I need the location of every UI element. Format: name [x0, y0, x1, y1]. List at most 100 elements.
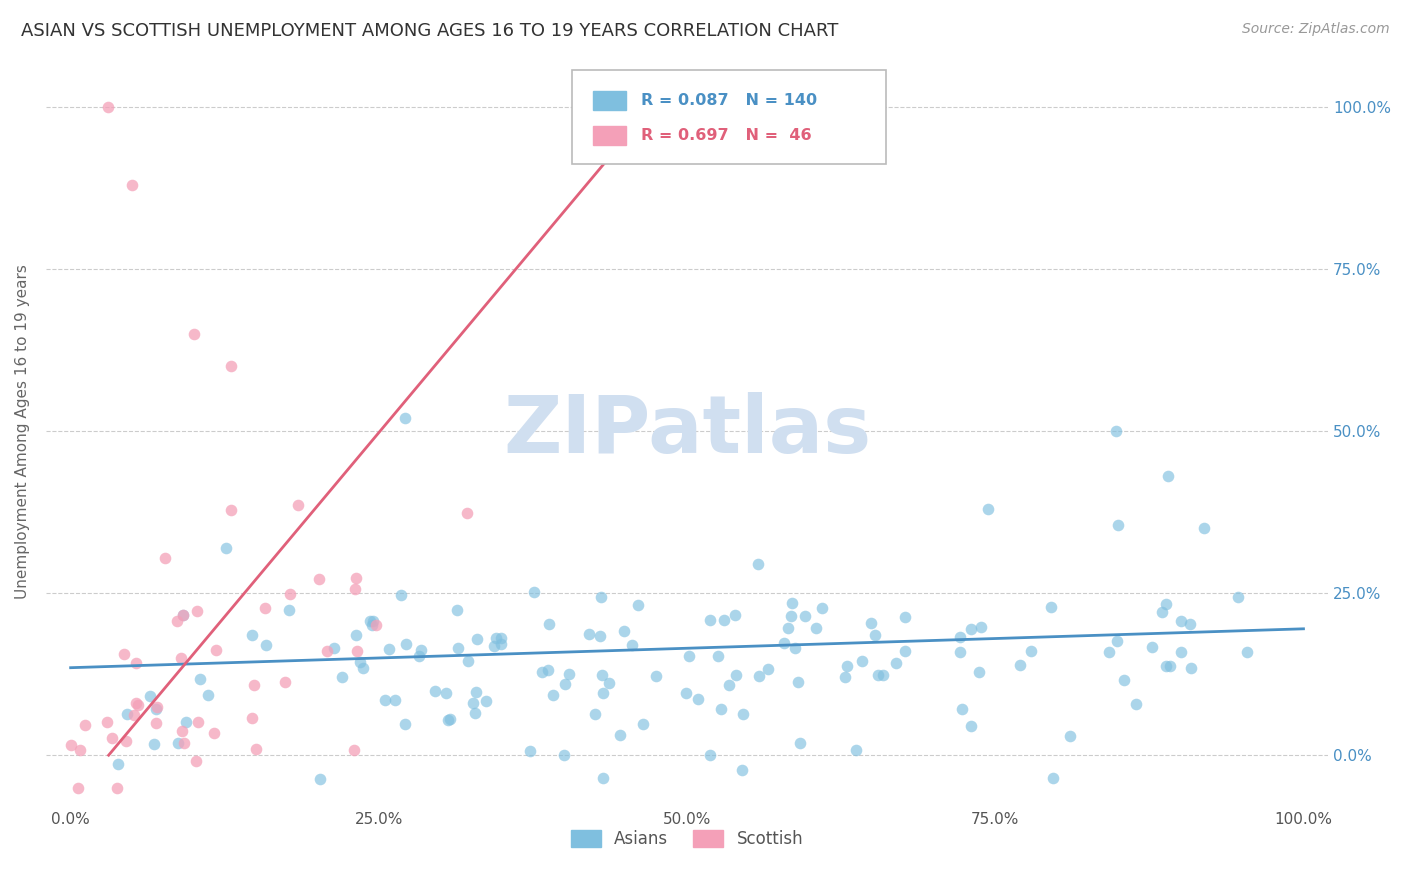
Point: [346, 644, 368, 658]
Point: [578, 627, 600, 641]
Point: [1178, 616, 1201, 631]
Point: [186, 754, 208, 768]
Point: [461, 697, 484, 711]
Point: [107, 757, 129, 772]
Point: [1019, 644, 1042, 658]
Point: [197, 688, 219, 702]
Point: [287, 499, 309, 513]
Point: [1059, 729, 1081, 743]
Point: [645, 669, 668, 683]
Text: Source: ZipAtlas.com: Source: ZipAtlas.com: [1241, 22, 1389, 37]
FancyBboxPatch shape: [572, 70, 886, 164]
Point: [960, 719, 983, 733]
Point: [785, 641, 807, 656]
Point: [219, 502, 242, 516]
Point: [553, 748, 575, 763]
Legend: Asians, Scottish: Asians, Scottish: [564, 823, 810, 855]
Point: [423, 684, 446, 698]
Point: [408, 648, 430, 663]
Point: [166, 615, 188, 629]
Point: [592, 771, 614, 785]
Point: [786, 675, 808, 690]
Point: [724, 607, 747, 622]
Point: [522, 584, 544, 599]
Point: [101, 731, 124, 746]
Point: [202, 725, 225, 739]
Point: [1152, 605, 1174, 619]
Point: [1226, 590, 1249, 604]
Point: [115, 706, 138, 721]
Point: [1042, 772, 1064, 786]
Point: [364, 617, 387, 632]
Point: [558, 667, 581, 681]
Point: [274, 675, 297, 690]
Point: [949, 630, 972, 644]
Point: [592, 686, 614, 700]
Point: [240, 710, 263, 724]
Point: [485, 631, 508, 645]
Point: [60, 738, 83, 752]
Point: [69, 743, 91, 757]
Text: ASIAN VS SCOTTISH UNEMPLOYMENT AMONG AGES 16 TO 19 YEARS CORRELATION CHART: ASIAN VS SCOTTISH UNEMPLOYMENT AMONG AGE…: [21, 22, 838, 40]
Point: [489, 631, 512, 645]
Point: [519, 744, 541, 758]
Point: [394, 637, 416, 651]
Point: [804, 621, 827, 635]
Point: [186, 604, 208, 618]
Point: [1105, 634, 1128, 648]
Point: [713, 613, 735, 627]
Point: [205, 642, 228, 657]
Point: [67, 780, 90, 795]
Point: [1236, 645, 1258, 659]
Point: [114, 733, 136, 747]
Y-axis label: Unemployment Among Ages 16 to 19 years: Unemployment Among Ages 16 to 19 years: [15, 264, 30, 599]
Text: R = 0.697   N =  46: R = 0.697 N = 46: [641, 128, 811, 143]
Point: [378, 642, 401, 657]
Point: [352, 661, 374, 675]
Point: [172, 608, 194, 623]
Point: [439, 712, 461, 726]
Point: [143, 737, 166, 751]
Point: [146, 699, 169, 714]
Point: [457, 654, 479, 668]
Point: [374, 692, 396, 706]
Point: [360, 618, 382, 632]
Point: [699, 748, 721, 763]
Point: [73, 717, 96, 731]
Point: [465, 632, 488, 647]
Point: [731, 707, 754, 722]
Point: [323, 640, 346, 655]
Point: [950, 702, 973, 716]
Point: [948, 645, 970, 659]
Point: [1170, 645, 1192, 659]
Point: [884, 656, 907, 670]
Point: [446, 603, 468, 617]
Point: [1125, 698, 1147, 712]
Point: [1040, 599, 1063, 614]
Text: R = 0.087   N = 140: R = 0.087 N = 140: [641, 93, 817, 108]
Point: [851, 654, 873, 668]
Point: [756, 662, 779, 676]
Point: [437, 713, 460, 727]
Point: [1105, 424, 1128, 438]
Point: [834, 670, 856, 684]
Point: [710, 701, 733, 715]
Point: [631, 717, 654, 731]
Point: [872, 668, 894, 682]
Point: [167, 736, 190, 750]
Point: [620, 639, 643, 653]
Point: [1154, 598, 1177, 612]
Point: [780, 609, 803, 624]
Point: [391, 588, 413, 602]
Point: [394, 716, 416, 731]
Point: [977, 501, 1000, 516]
Point: [125, 656, 148, 670]
Point: [1098, 644, 1121, 658]
Point: [747, 558, 769, 572]
Point: [731, 763, 754, 777]
Point: [789, 736, 811, 750]
Bar: [593, 126, 626, 145]
Point: [363, 614, 385, 628]
Point: [1154, 659, 1177, 673]
Point: [589, 629, 612, 643]
